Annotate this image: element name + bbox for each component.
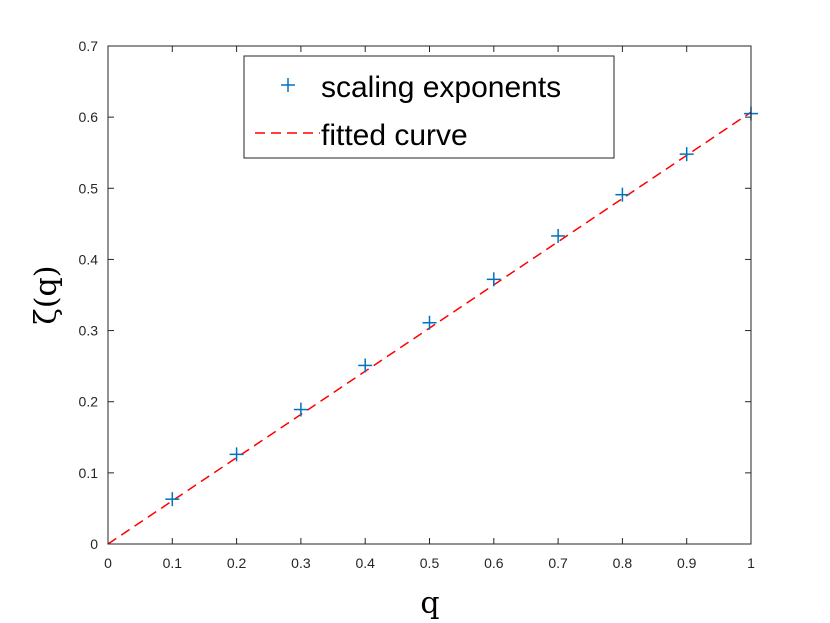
y-tick-label: 0.7 bbox=[79, 38, 99, 54]
x-tick-label: 0.2 bbox=[227, 555, 247, 571]
y-tick-label: 0.5 bbox=[79, 180, 99, 196]
scatter-markers bbox=[165, 106, 758, 507]
data-point bbox=[615, 187, 630, 202]
y-tick-label: 0.3 bbox=[79, 323, 99, 339]
y-tick-label: 0.1 bbox=[79, 465, 99, 481]
x-tick-label: 1 bbox=[747, 555, 755, 571]
y-tick-label: 0.2 bbox=[79, 394, 99, 410]
data-point bbox=[422, 315, 437, 330]
legend-label-scaling-exponents: scaling exponents bbox=[321, 71, 561, 104]
data-point bbox=[165, 492, 180, 507]
x-tick-label: 0.5 bbox=[420, 555, 440, 571]
y-axis-label: ζ(q) bbox=[29, 266, 64, 325]
legend-label-fitted-curve: fitted curve bbox=[321, 119, 468, 152]
x-tick-label: 0.7 bbox=[548, 555, 568, 571]
y-tick-label: 0.4 bbox=[79, 251, 99, 267]
y-tick-label: 0.6 bbox=[79, 109, 99, 125]
data-point bbox=[486, 272, 501, 287]
x-tick-label: 0.9 bbox=[677, 555, 697, 571]
x-tick-label: 0 bbox=[104, 555, 112, 571]
data-point bbox=[358, 358, 373, 373]
x-axis-label: q bbox=[420, 586, 439, 621]
x-tick-label: 0.8 bbox=[613, 555, 633, 571]
y-axis-ticks: 0 0.1 0.2 0.3 0.4 0.5 0.6 0.7 bbox=[79, 38, 751, 552]
data-point bbox=[679, 147, 694, 162]
legend-marker-scaling-exponents bbox=[281, 78, 295, 92]
x-tick-label: 0.6 bbox=[484, 555, 504, 571]
y-tick-label: 0 bbox=[90, 536, 98, 552]
data-point bbox=[293, 402, 308, 417]
x-tick-label: 0.4 bbox=[355, 555, 375, 571]
data-point bbox=[229, 447, 244, 462]
x-tick-label: 0.3 bbox=[291, 555, 311, 571]
data-point bbox=[551, 228, 566, 243]
legend-box bbox=[243, 55, 615, 159]
legend: scaling exponents fitted curve bbox=[243, 55, 615, 159]
x-axis-ticks: 0 0.1 0.2 0.3 0.4 0.5 0.6 0.7 0.8 0.9 1 bbox=[104, 46, 755, 571]
x-tick-label: 0.1 bbox=[163, 555, 183, 571]
